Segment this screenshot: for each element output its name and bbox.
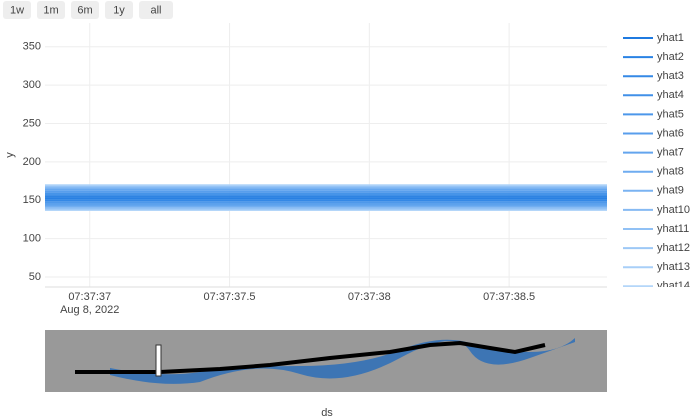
range-button[interactable]: 1w — [3, 1, 31, 19]
button-label[interactable]: all — [150, 4, 161, 16]
y-tick-label: 200 — [23, 156, 41, 168]
legend-label[interactable]: yhat14 — [657, 280, 690, 292]
x-tick-label: 07:37:38.5 — [483, 291, 535, 303]
y-axis-label: y — [4, 152, 16, 158]
button-background[interactable] — [105, 1, 133, 19]
x-tick-label: 07:37:37 — [68, 291, 111, 303]
legend-item[interactable]: yhat6 — [623, 127, 684, 139]
legend-label[interactable]: yhat1 — [657, 32, 684, 44]
legend-item[interactable]: yhat9 — [623, 185, 684, 197]
slider-forecast-band — [110, 338, 575, 384]
legend-label[interactable]: yhat12 — [657, 242, 690, 254]
legend-item[interactable]: yhat7 — [623, 147, 684, 159]
legend-item[interactable]: yhat2 — [623, 51, 684, 63]
y-tick-label: 350 — [23, 41, 41, 53]
legend-label[interactable]: yhat11 — [657, 223, 689, 235]
button-label[interactable]: 1y — [113, 4, 125, 16]
button-background[interactable] — [37, 1, 65, 19]
legend-item[interactable]: yhat4 — [623, 89, 684, 101]
slider-background — [45, 330, 607, 392]
slider-observed-line — [75, 340, 546, 374]
legend-label[interactable]: yhat13 — [657, 261, 690, 273]
legend-label[interactable]: yhat8 — [657, 166, 684, 178]
legend-item[interactable]: yhat1 — [623, 32, 684, 44]
slider-handle[interactable] — [155, 344, 162, 377]
legend-item[interactable]: yhat10 — [623, 204, 690, 216]
legend-item[interactable]: yhat14 — [623, 280, 690, 292]
y-tick-label: 100 — [23, 233, 41, 245]
legend-label[interactable]: yhat10 — [657, 204, 690, 216]
legend-item[interactable]: yhat12 — [623, 242, 690, 254]
legend-item[interactable]: yhat8 — [623, 166, 684, 178]
y-tick-label: 150 — [23, 194, 41, 206]
y-tick-label: 250 — [23, 117, 41, 129]
legend-label[interactable]: yhat7 — [657, 147, 684, 159]
button-background[interactable] — [3, 1, 31, 19]
button-background[interactable] — [71, 1, 99, 19]
legend-item[interactable]: yhat5 — [623, 108, 684, 120]
plot-area — [45, 23, 607, 287]
button-background[interactable] — [139, 1, 173, 19]
y-tick-label: 300 — [23, 79, 41, 91]
range-button[interactable]: all — [139, 1, 173, 19]
legend-item[interactable]: yhat13 — [623, 261, 690, 273]
range-button[interactable]: 6m — [71, 1, 99, 19]
x-tick-label: 07:37:38 — [348, 291, 391, 303]
x-tick-label: 07:37:37.5 — [204, 291, 256, 303]
range-button[interactable]: 1y — [105, 1, 133, 19]
x-date-label: Aug 8, 2022 — [60, 304, 119, 316]
x-axis-label: ds — [321, 407, 333, 419]
legend-item[interactable]: yhat11 — [623, 223, 689, 235]
legend-label[interactable]: yhat4 — [657, 89, 684, 101]
range-button[interactable]: 1m — [37, 1, 65, 19]
legend-label[interactable]: yhat2 — [657, 51, 684, 63]
button-label[interactable]: 6m — [77, 4, 92, 16]
button-label[interactable]: 1w — [10, 4, 24, 16]
range-slider[interactable] — [45, 330, 607, 392]
legend-item[interactable]: yhat3 — [623, 70, 684, 82]
y-tick-label: 50 — [29, 271, 41, 283]
legend-label[interactable]: yhat3 — [657, 70, 684, 82]
legend-label[interactable]: yhat6 — [657, 127, 684, 139]
legend-label[interactable]: yhat5 — [657, 108, 684, 120]
legend-label[interactable]: yhat9 — [657, 185, 684, 197]
button-label[interactable]: 1m — [43, 4, 58, 16]
